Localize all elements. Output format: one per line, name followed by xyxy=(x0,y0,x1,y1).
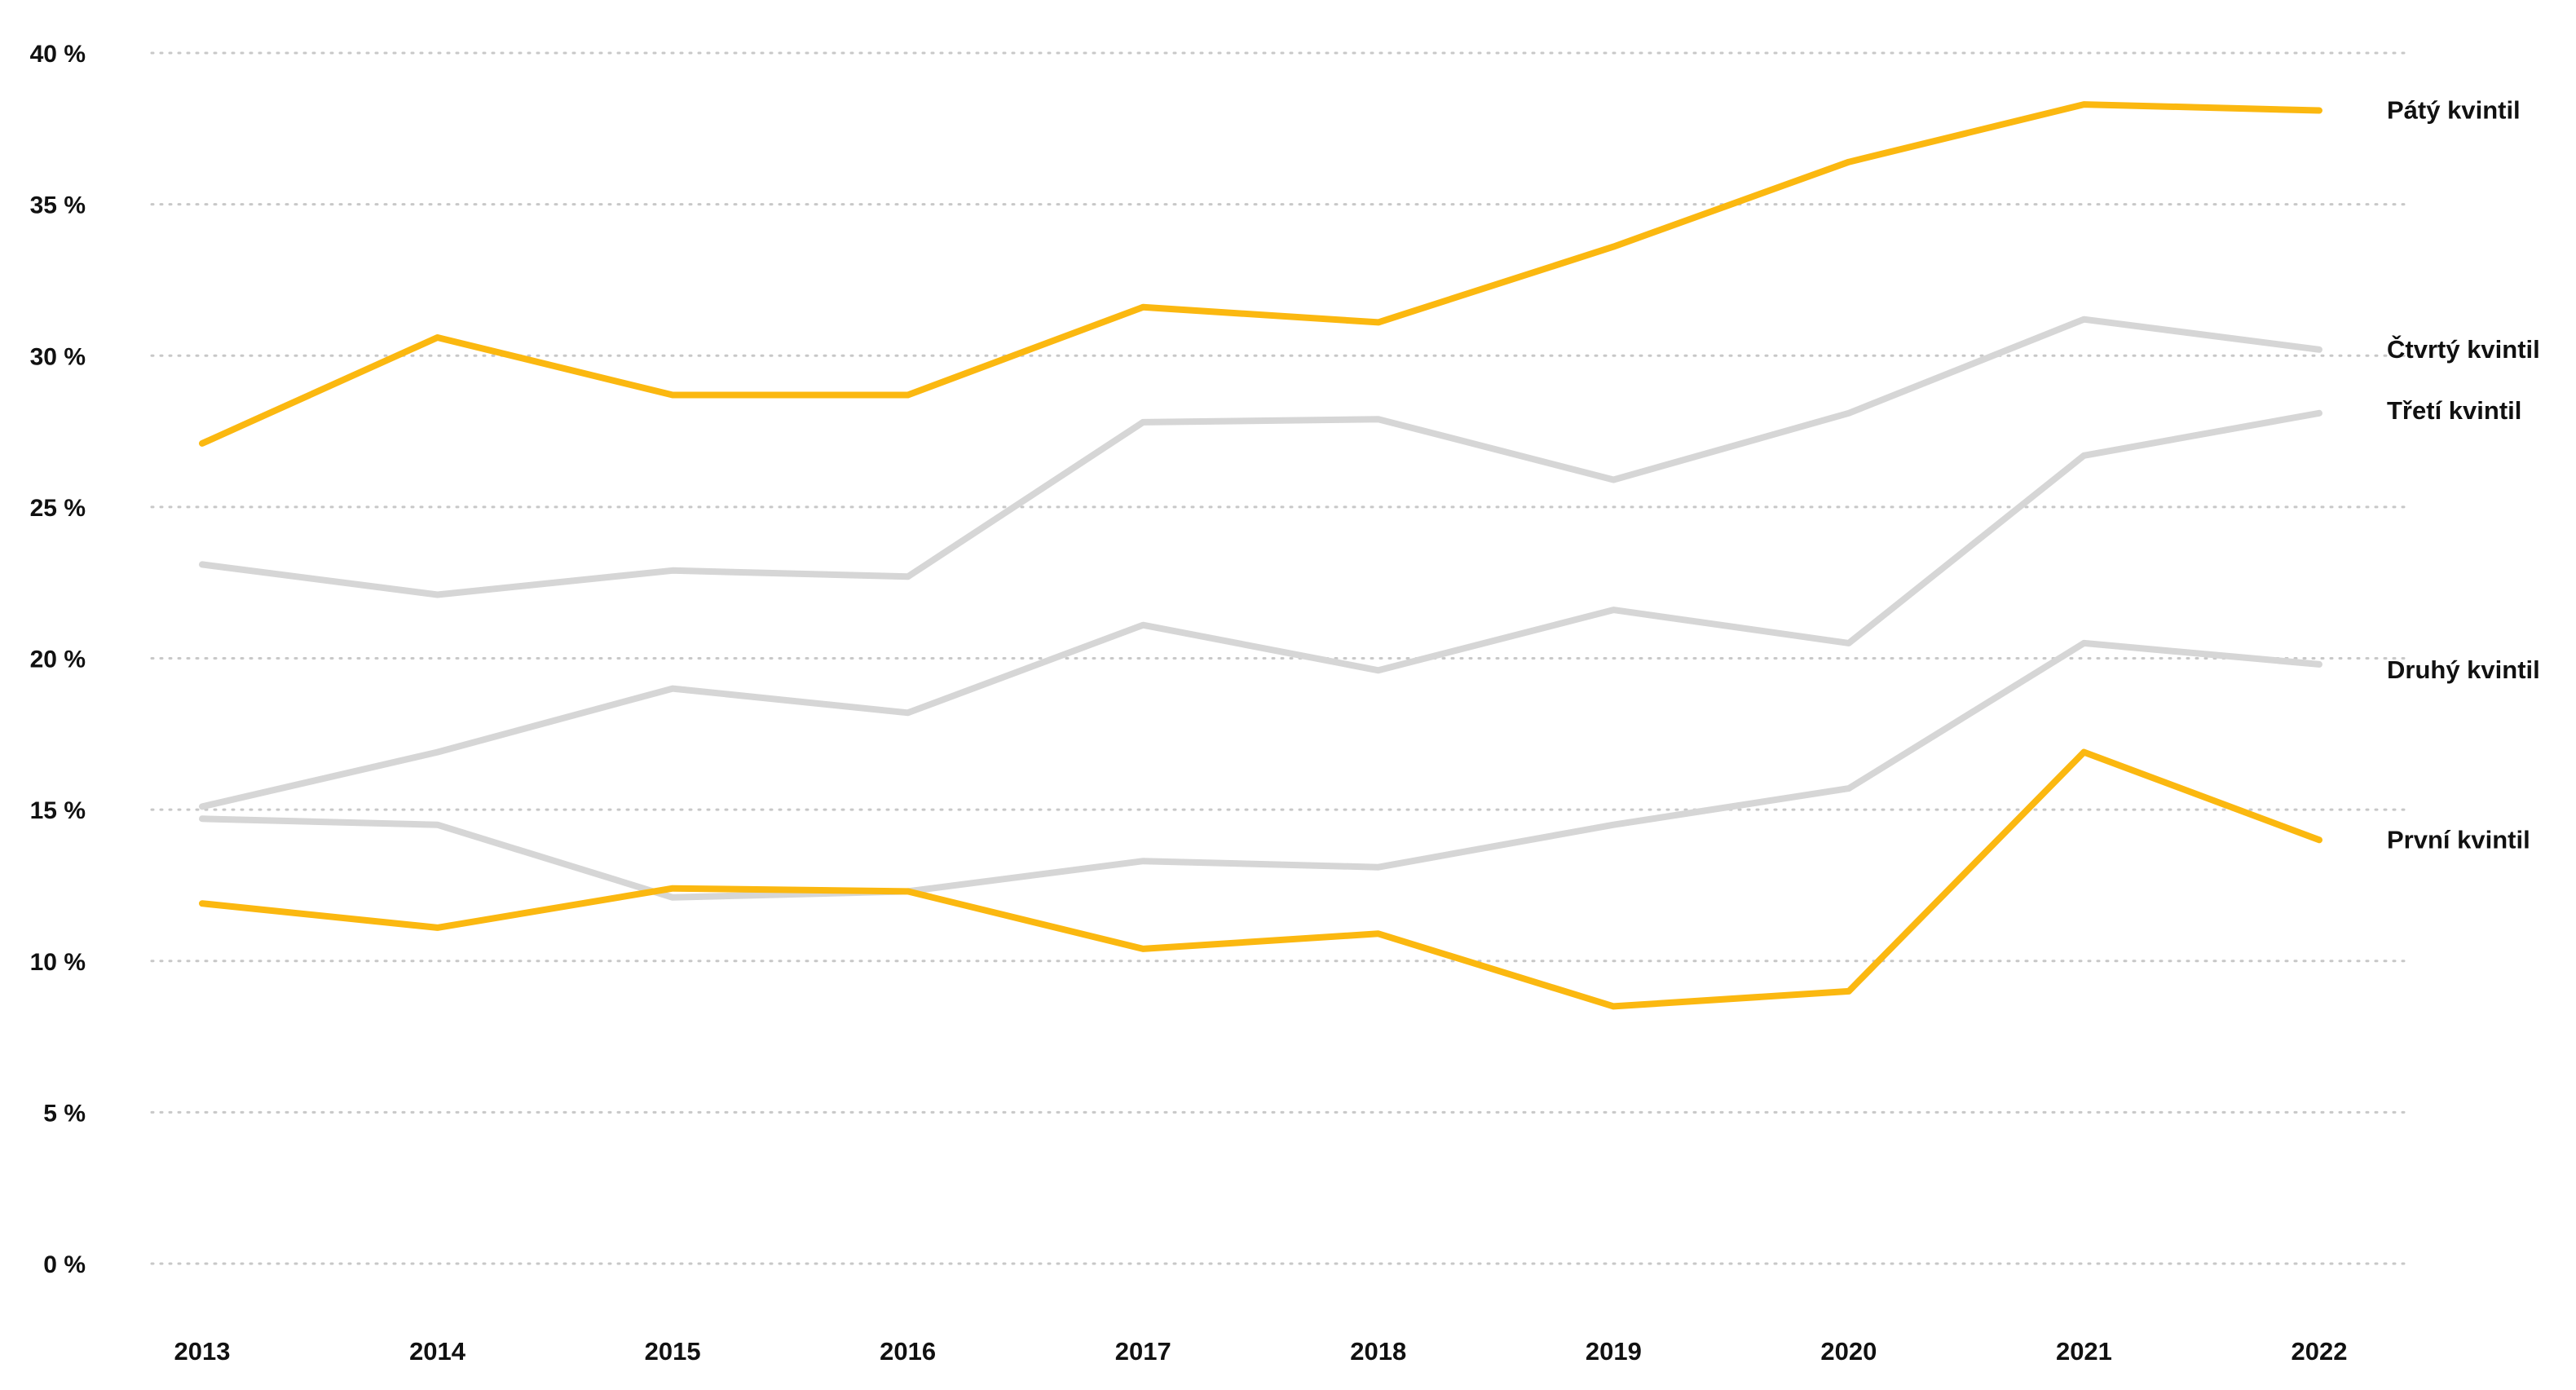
series-labels: Pátý kvintil Čtvrtý kvintil Třetí kvintil D… xyxy=(2387,96,2540,854)
x-tick-label: 2016 xyxy=(880,1337,936,1366)
x-tick-label: 2018 xyxy=(1350,1337,1406,1366)
series-line-0 xyxy=(199,101,2322,447)
x-tick-label: 2014 xyxy=(409,1337,466,1366)
x-tick-label: 2021 xyxy=(2056,1337,2112,1366)
series-lines xyxy=(199,101,2322,1010)
series-line-1 xyxy=(199,316,2322,598)
gridlines xyxy=(150,51,2406,1265)
x-tick-label: 2019 xyxy=(1586,1337,1642,1366)
y-tick-label: 5 % xyxy=(43,1100,86,1127)
x-tick-label: 2015 xyxy=(645,1337,701,1366)
series-label: První kvintil xyxy=(2387,825,2530,854)
series-label: Třetí kvintil xyxy=(2387,396,2521,425)
y-axis-tick-labels: 0 % 5 % 10 % 15 % 20 % 25 % 30 % 35 % 40 % xyxy=(30,41,86,1278)
y-tick-label: 10 % xyxy=(30,949,86,976)
series-line-2 xyxy=(199,409,2322,810)
y-tick-label: 30 % xyxy=(30,343,86,370)
x-tick-label: 2022 xyxy=(2291,1337,2348,1366)
series-label: Druhý kvintil xyxy=(2387,655,2540,684)
y-tick-label: 35 % xyxy=(30,192,86,219)
y-tick-label: 25 % xyxy=(30,495,86,522)
y-tick-label: 0 % xyxy=(43,1251,86,1278)
y-tick-label: 15 % xyxy=(30,797,86,824)
x-tick-label: 2017 xyxy=(1115,1337,1171,1366)
series-label: Pátý kvintil xyxy=(2387,96,2521,125)
y-tick-label: 20 % xyxy=(30,646,86,673)
series-line-4 xyxy=(199,748,2322,1010)
series-line-3 xyxy=(199,639,2322,901)
y-tick-label: 40 % xyxy=(30,41,86,68)
series-label: Čtvrtý kvintil xyxy=(2387,334,2540,364)
x-tick-label: 2013 xyxy=(174,1337,231,1366)
x-axis-tick-labels: 2013 2014 2015 2016 2017 2018 2019 2020 2021 2022 xyxy=(174,1337,2348,1366)
x-tick-label: 2020 xyxy=(1820,1337,1877,1366)
